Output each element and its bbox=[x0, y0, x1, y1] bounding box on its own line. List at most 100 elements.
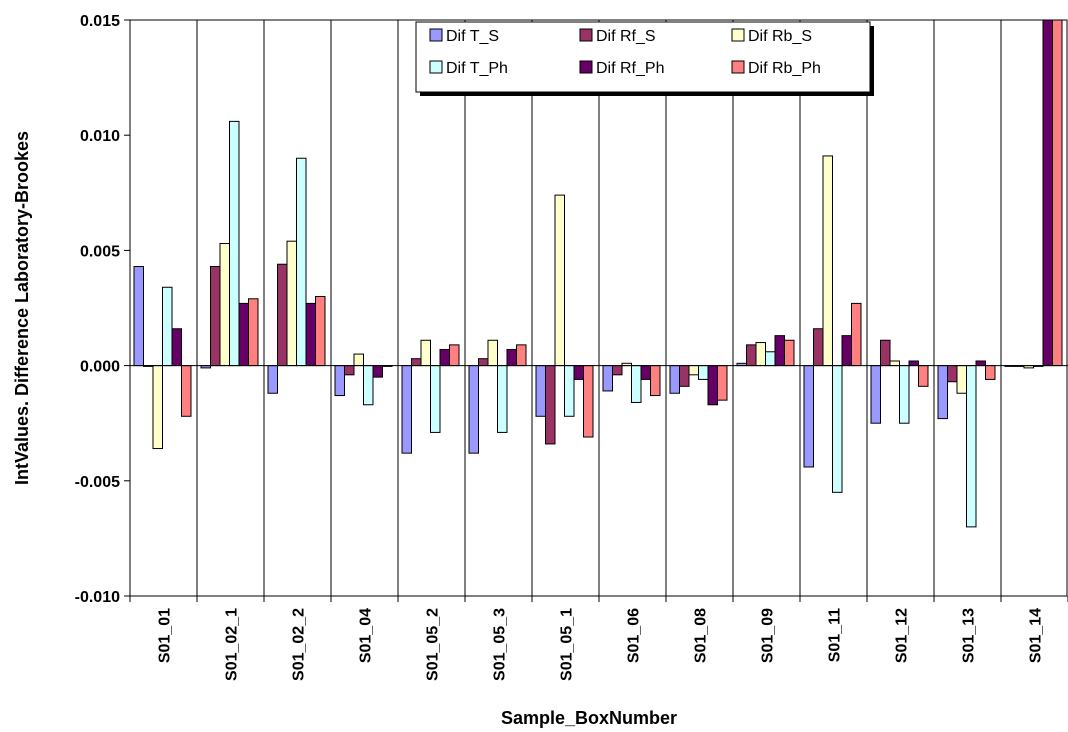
bar-dif-t-s-s01_05_3 bbox=[468, 365, 479, 454]
bar-dif-t-ph-s01_08 bbox=[698, 365, 709, 380]
bar-dif-rb-s-s01_04 bbox=[353, 353, 364, 367]
bar-dif-t-s-s01_11 bbox=[803, 365, 814, 468]
bar-dif-rf-ph-s01_01 bbox=[171, 328, 182, 367]
bar-dif-rf-s-s01_05_2 bbox=[411, 358, 422, 367]
bar-dif-t-ph-s01_12 bbox=[899, 365, 910, 424]
bar-dif-rf-ph-s01_12 bbox=[908, 360, 919, 367]
bar-dif-t-ph-s01_05_2 bbox=[430, 365, 441, 433]
bar-dif-rf-s-s01_02_1 bbox=[210, 266, 221, 367]
legend-label: Dif T_Ph bbox=[446, 60, 508, 77]
x-tick-label: S01_04 bbox=[358, 608, 375, 663]
bar-dif-rf-s-s01_06 bbox=[612, 365, 623, 376]
bar-dif-rf-ph-s01_04 bbox=[372, 365, 383, 378]
legend-label: Dif Rb_Ph bbox=[748, 60, 821, 77]
y-tick-label: -0.005 bbox=[75, 474, 120, 491]
bar-dif-t-s-s01_08 bbox=[669, 365, 680, 394]
bar-dif-t-s-s01_01 bbox=[133, 266, 144, 367]
bar-dif-t-s-s01_05_2 bbox=[401, 365, 412, 454]
bar-dif-rf-ph-s01_02_1 bbox=[238, 302, 249, 367]
x-tick-label: S01_11 bbox=[827, 608, 844, 662]
bar-dif-rf-s-s01_11 bbox=[813, 328, 824, 367]
x-tick-label: S01_01 bbox=[157, 608, 174, 663]
legend-swatch bbox=[429, 60, 443, 74]
grid-lines bbox=[196, 20, 1002, 596]
bar-dif-rb-ph-s01_14 bbox=[1052, 19, 1063, 367]
bar-dif-rf-ph-s01_06 bbox=[640, 365, 651, 380]
bar-dif-t-ph-s01_02_1 bbox=[229, 120, 240, 367]
bar-dif-t-ph-s01_05_3 bbox=[497, 365, 508, 433]
legend-label: Dif T_S bbox=[446, 28, 499, 45]
bar-dif-rf-ph-s01_05_2 bbox=[439, 348, 450, 367]
y-tick-label: 0.015 bbox=[80, 13, 120, 30]
bar-dif-rb-s-s01_13 bbox=[956, 365, 967, 394]
bar-dif-rf-s-s01_04 bbox=[344, 365, 355, 376]
bar-dif-rb-ph-s01_05_3 bbox=[516, 344, 527, 367]
bar-dif-rf-ph-s01_05_1 bbox=[573, 365, 584, 380]
bar-dif-rb-ph-s01_09 bbox=[784, 339, 795, 367]
bar-dif-t-ph-s01_09 bbox=[765, 351, 776, 367]
legend-swatch bbox=[579, 28, 593, 42]
bar-dif-t-ph-s01_06 bbox=[631, 365, 642, 403]
bar-dif-t-ph-s01_05_1 bbox=[564, 365, 575, 417]
x-tick-label: S01_02_1 bbox=[224, 608, 241, 681]
x-axis-title: Sample_BoxNumber bbox=[501, 708, 677, 728]
legend-label: Dif Rf_S bbox=[596, 28, 656, 45]
bar-dif-t-ph-s01_01 bbox=[162, 286, 173, 367]
bar-series-group bbox=[133, 19, 1063, 528]
legend-swatch bbox=[429, 28, 443, 42]
legend-swatch bbox=[579, 60, 593, 74]
bar-dif-rb-s-s01_11 bbox=[822, 155, 833, 367]
bar-dif-rf-s-s01_05_3 bbox=[478, 358, 489, 367]
bar-dif-rb-s-s01_12 bbox=[889, 360, 900, 367]
bar-dif-t-ph-s01_13 bbox=[966, 365, 977, 528]
bar-dif-rb-ph-s01_11 bbox=[851, 302, 862, 367]
x-tick-label: S01_13 bbox=[961, 608, 978, 663]
bar-dif-rb-ph-s01_02_2 bbox=[315, 295, 326, 367]
x-tick-label: S01_14 bbox=[1028, 608, 1045, 663]
bar-dif-rb-s-s01_05_3 bbox=[487, 339, 498, 367]
y-tick-label: 0.000 bbox=[80, 359, 120, 376]
legend-label: Dif Rb_S bbox=[748, 28, 812, 45]
bar-dif-t-s-s01_06 bbox=[602, 365, 613, 392]
bar-dif-rb-ph-s01_06 bbox=[650, 365, 661, 397]
bar-dif-rb-ph-s01_02_1 bbox=[248, 298, 259, 367]
legend-label: Dif Rf_Ph bbox=[596, 60, 664, 77]
bar-dif-rb-ph-s01_08 bbox=[717, 365, 728, 401]
bar-dif-rf-ph-s01_13 bbox=[975, 360, 986, 367]
bar-dif-rf-ph-s01_11 bbox=[841, 335, 852, 367]
bar-dif-t-ph-s01_11 bbox=[832, 365, 843, 493]
bar-dif-t-s-s01_13 bbox=[937, 365, 948, 420]
bar-dif-rf-ph-s01_14 bbox=[1042, 19, 1053, 367]
legend-box bbox=[415, 21, 871, 93]
legend-swatch bbox=[731, 28, 745, 42]
bar-dif-rb-s-s01_01 bbox=[152, 365, 163, 450]
y-tick-label: -0.010 bbox=[75, 589, 120, 606]
bar-dif-rf-s-s01_05_1 bbox=[545, 365, 556, 445]
y-axis-title: IntValues. Difference Laboratory-Brookes bbox=[12, 131, 32, 485]
bar-dif-rf-s-s01_12 bbox=[880, 339, 891, 367]
x-tick-label: S01_06 bbox=[626, 608, 643, 663]
bar-dif-rf-ph-s01_05_3 bbox=[506, 348, 517, 367]
bar-dif-rb-s-s01_08 bbox=[688, 365, 699, 376]
bar-dif-rf-s-s01_09 bbox=[746, 344, 757, 367]
bar-dif-rf-s-s01_08 bbox=[679, 365, 690, 387]
bar-dif-t-s-s01_02_2 bbox=[267, 365, 278, 394]
bar-dif-rf-ph-s01_09 bbox=[774, 335, 785, 367]
bar-dif-rb-s-s01_09 bbox=[755, 342, 766, 367]
bar-dif-rf-ph-s01_08 bbox=[707, 365, 718, 406]
x-tick-label: S01_05_2 bbox=[425, 608, 442, 681]
bar-dif-t-ph-s01_02_2 bbox=[296, 157, 307, 367]
bar-dif-rf-ph-s01_02_2 bbox=[305, 302, 316, 367]
bar-dif-rb-ph-s01_01 bbox=[181, 365, 192, 417]
bar-dif-rb-ph-s01_05_2 bbox=[449, 344, 460, 367]
bar-dif-t-ph-s01_04 bbox=[363, 365, 374, 406]
x-tick-label: S01_05_3 bbox=[492, 608, 509, 681]
y-tick-label: 0.010 bbox=[80, 128, 120, 145]
legend: Dif T_S Dif Rf_S Dif Rb_S Dif T_Ph Dif Rf_Ph… bbox=[415, 21, 874, 96]
x-tick-label: S01_09 bbox=[760, 608, 777, 663]
bar-dif-rb-s-s01_05_2 bbox=[420, 339, 431, 367]
x-tick-label: S01_08 bbox=[693, 608, 710, 663]
bar-dif-t-s-s01_05_1 bbox=[535, 365, 546, 417]
